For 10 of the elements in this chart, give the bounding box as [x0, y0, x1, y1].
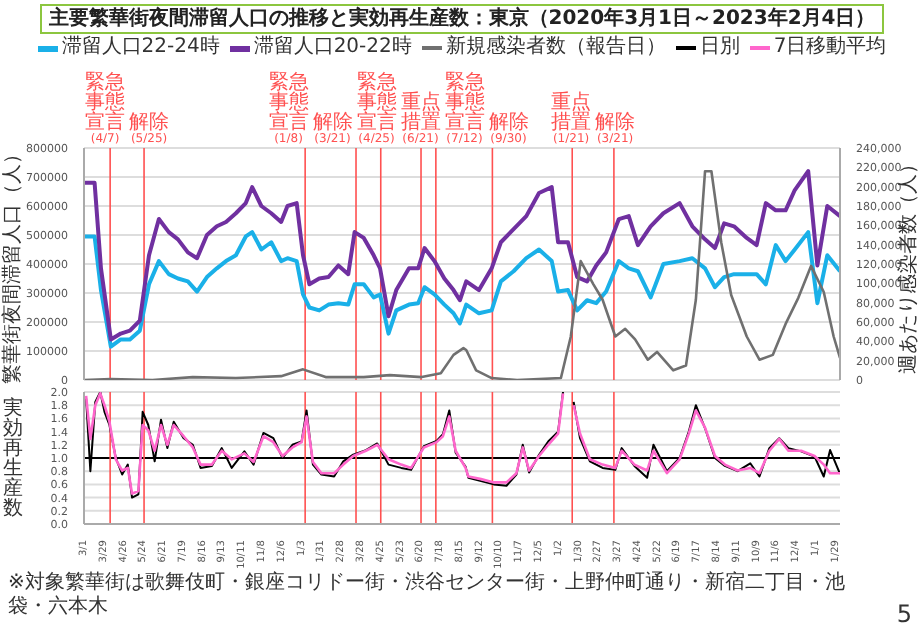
y-axis-title: 繁華街夜間滞留人口（人） — [2, 144, 24, 384]
text: 5 — [896, 600, 912, 628]
legend-label: 7日移動平均 — [773, 36, 887, 60]
y-axis-title: 実効再生産数 — [2, 398, 24, 520]
legend-label: 滞留人口20-22時 — [253, 36, 412, 60]
legend-label: 日別 — [699, 36, 740, 60]
chart-title: 主要繁華街夜間滞留人口の推移と実効再生産数：東京（2020年3月1日～2023年2月4日） — [40, 4, 884, 34]
text: ※対象繁華街は歌舞伎町・銀座コリドー街・渋谷センター街・上野仲町通り・新宿二丁目・池袋・六本木 — [8, 572, 847, 620]
legend-label: 滞留人口22-24時 — [61, 36, 220, 60]
legend-label: 新規感染者数（報告日） — [445, 36, 666, 60]
